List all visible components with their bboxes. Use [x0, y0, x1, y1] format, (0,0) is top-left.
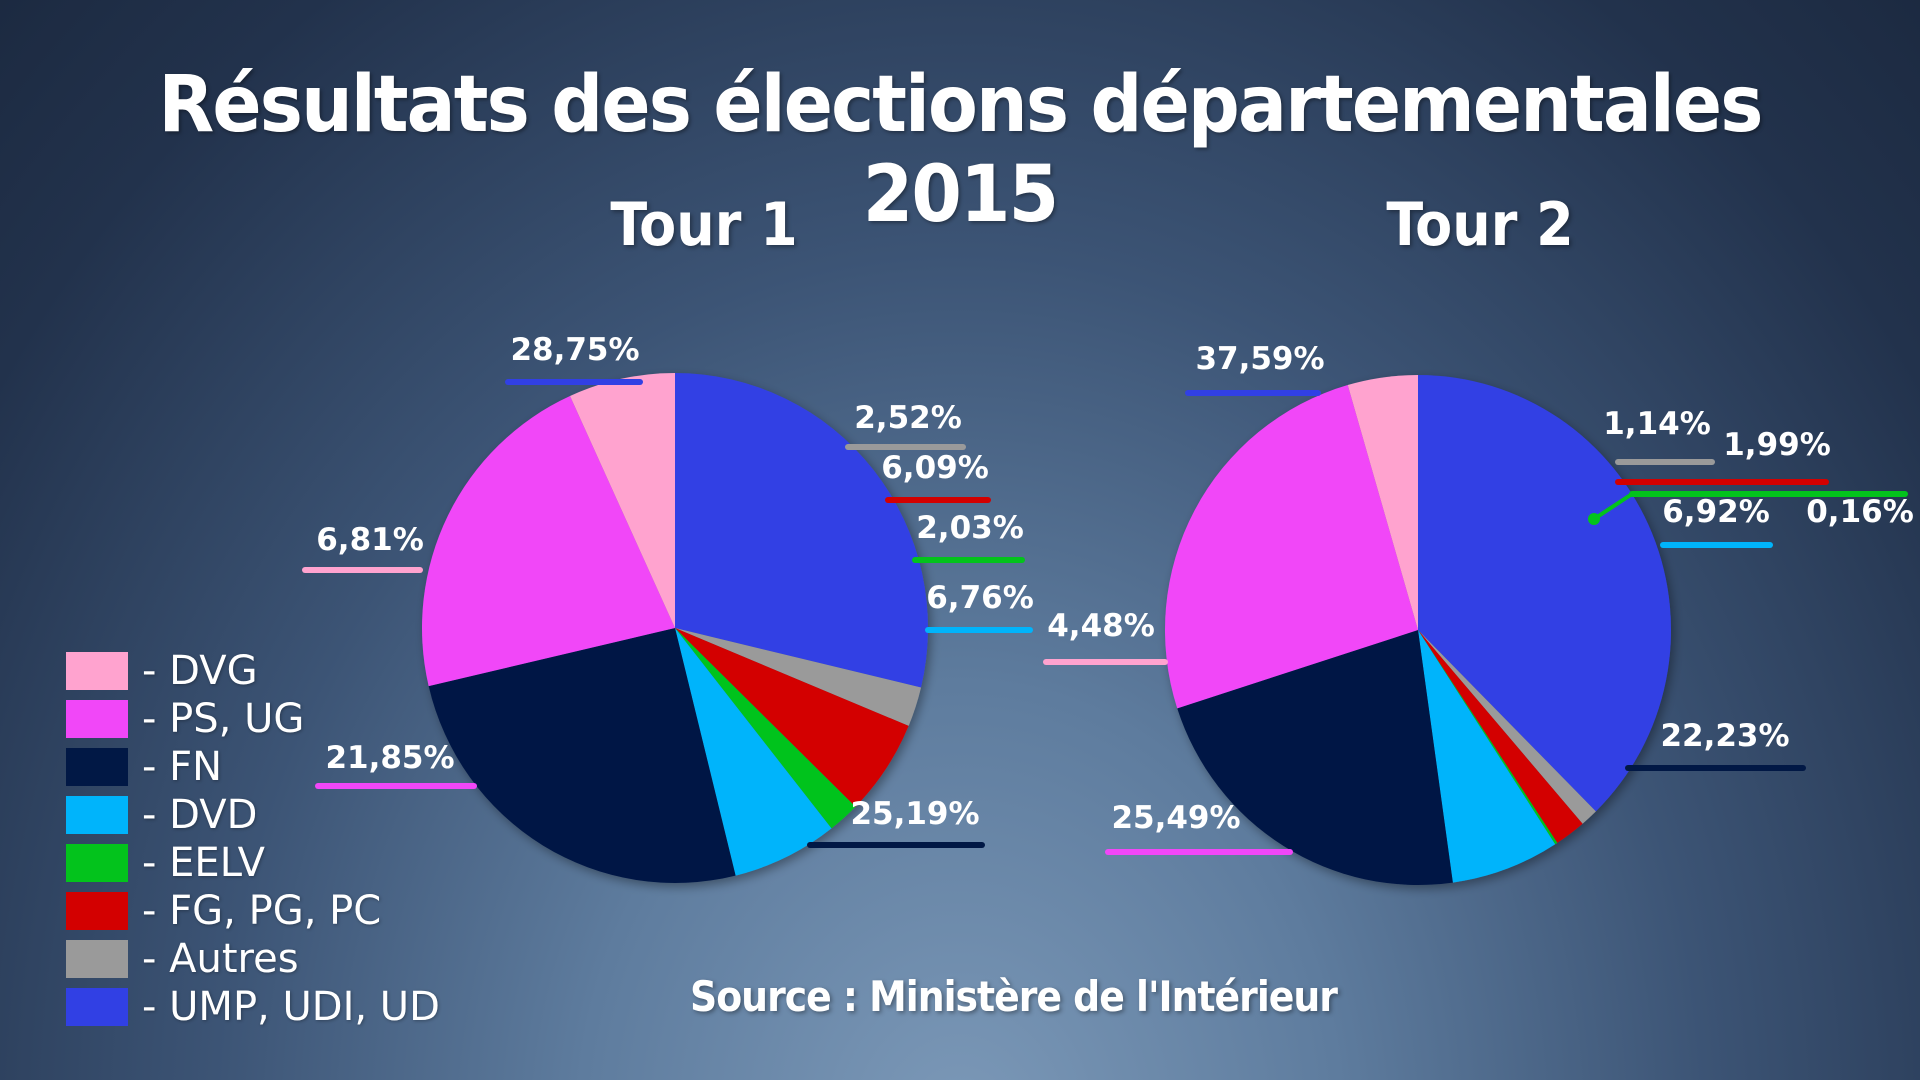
tour-2-title: Tour 2	[1386, 190, 1574, 260]
data-label-tour1-dvg: 6,81%	[316, 522, 424, 558]
slice-tour1-eelv	[675, 628, 856, 829]
slice-tour1-autres	[675, 628, 922, 726]
slice-tour2-fn	[1177, 630, 1453, 886]
legend-label-ump-udi-ud: - UMP, UDI, UD	[142, 984, 440, 1030]
legend-swatch-dvg	[66, 652, 128, 690]
data-label-tour1-autres: 2,52%	[854, 400, 962, 436]
legend-swatch-autres	[66, 940, 128, 978]
tour-1-title: Tour 1	[610, 190, 798, 260]
pie-tour-2	[1165, 375, 1672, 886]
data-label-tour1-ps-ug: 21,85%	[325, 740, 454, 776]
data-label-tour1-fn: 25,19%	[850, 796, 979, 832]
data-label-tour1-ump-udi-ud: 28,75%	[510, 332, 639, 368]
data-label-tour2-ps-ug: 25,49%	[1111, 800, 1240, 836]
data-label-tour2-dvd: 6,92%	[1662, 494, 1770, 530]
legend-swatch-fn	[66, 748, 128, 786]
data-label-tour1-eelv: 2,03%	[916, 510, 1024, 546]
data-label-tour2-ump-udi-ud: 37,59%	[1195, 341, 1324, 377]
legend-label-dvd: - DVD	[142, 792, 258, 838]
source-note: Source : Ministère de l'Intérieur	[690, 972, 1338, 1021]
data-label-tour1-dvd: 6,76%	[926, 580, 1034, 616]
slice-tour1-fg-pg-pc	[675, 628, 909, 807]
legend-label-eelv: - EELV	[142, 840, 265, 886]
slice-tour2-dvd	[1418, 630, 1556, 883]
slice-tour1-dvg	[570, 373, 675, 628]
chart-title: Résultats des élections départementales …	[158, 60, 1763, 240]
legend-item-dvg: - DVG	[66, 647, 440, 695]
data-label-tour2-fn: 22,23%	[1660, 718, 1789, 754]
slice-tour1-fn	[428, 628, 736, 883]
pie-tour-1	[422, 373, 928, 883]
slice-tour1-ump-udi-ud	[675, 373, 928, 688]
slice-tour1-ps-ug	[422, 395, 675, 687]
legend-item-ump-udi-ud: - UMP, UDI, UD	[66, 983, 440, 1031]
legend-swatch-eelv	[66, 844, 128, 882]
legend-label-fn: - FN	[142, 744, 223, 790]
legend-item-fg-pg-pc: - FG, PG, PC	[66, 887, 440, 935]
data-label-tour2-fg-pg-pc: 1,99%	[1723, 427, 1831, 463]
legend-swatch-ps-ug	[66, 700, 128, 738]
legend-item-eelv: - EELV	[66, 839, 440, 887]
legend-label-autres: - Autres	[142, 936, 299, 982]
data-label-tour1-fg-pg-pc: 6,09%	[881, 450, 989, 486]
legend-swatch-dvd	[66, 796, 128, 834]
leader-connector-tour2-eelv	[1592, 492, 1634, 521]
slice-tour2-dvg	[1347, 375, 1418, 630]
legend-label-fg-pg-pc: - FG, PG, PC	[142, 888, 382, 934]
slice-tour2-fg-pg-pc	[1418, 630, 1583, 843]
legend-item-fn: - FN	[66, 743, 440, 791]
slice-tour1-dvd	[675, 628, 832, 876]
legend-item-dvd: - DVD	[66, 791, 440, 839]
data-label-tour2-dvg: 4,48%	[1047, 608, 1155, 644]
slice-tour2-ps-ug	[1165, 385, 1418, 709]
legend-label-dvg: - DVG	[142, 648, 258, 694]
legend-swatch-fg-pg-pc	[66, 892, 128, 930]
data-label-tour2-eelv: 0,16%	[1806, 494, 1914, 530]
data-label-tour2-autres: 1,14%	[1603, 406, 1711, 442]
slice-tour2-eelv	[1418, 630, 1558, 845]
legend-item-ps-ug: - PS, UG	[66, 695, 440, 743]
legend-label-ps-ug: - PS, UG	[142, 696, 305, 742]
slice-tour2-autres	[1418, 630, 1596, 824]
legend-item-autres: - Autres	[66, 935, 440, 983]
slice-tour2-ump-udi-ud	[1418, 375, 1672, 812]
legend-swatch-ump-udi-ud	[66, 988, 128, 1026]
legend: - DVG - PS, UG - FN - DVD - EELV - FG, P…	[66, 647, 440, 1031]
